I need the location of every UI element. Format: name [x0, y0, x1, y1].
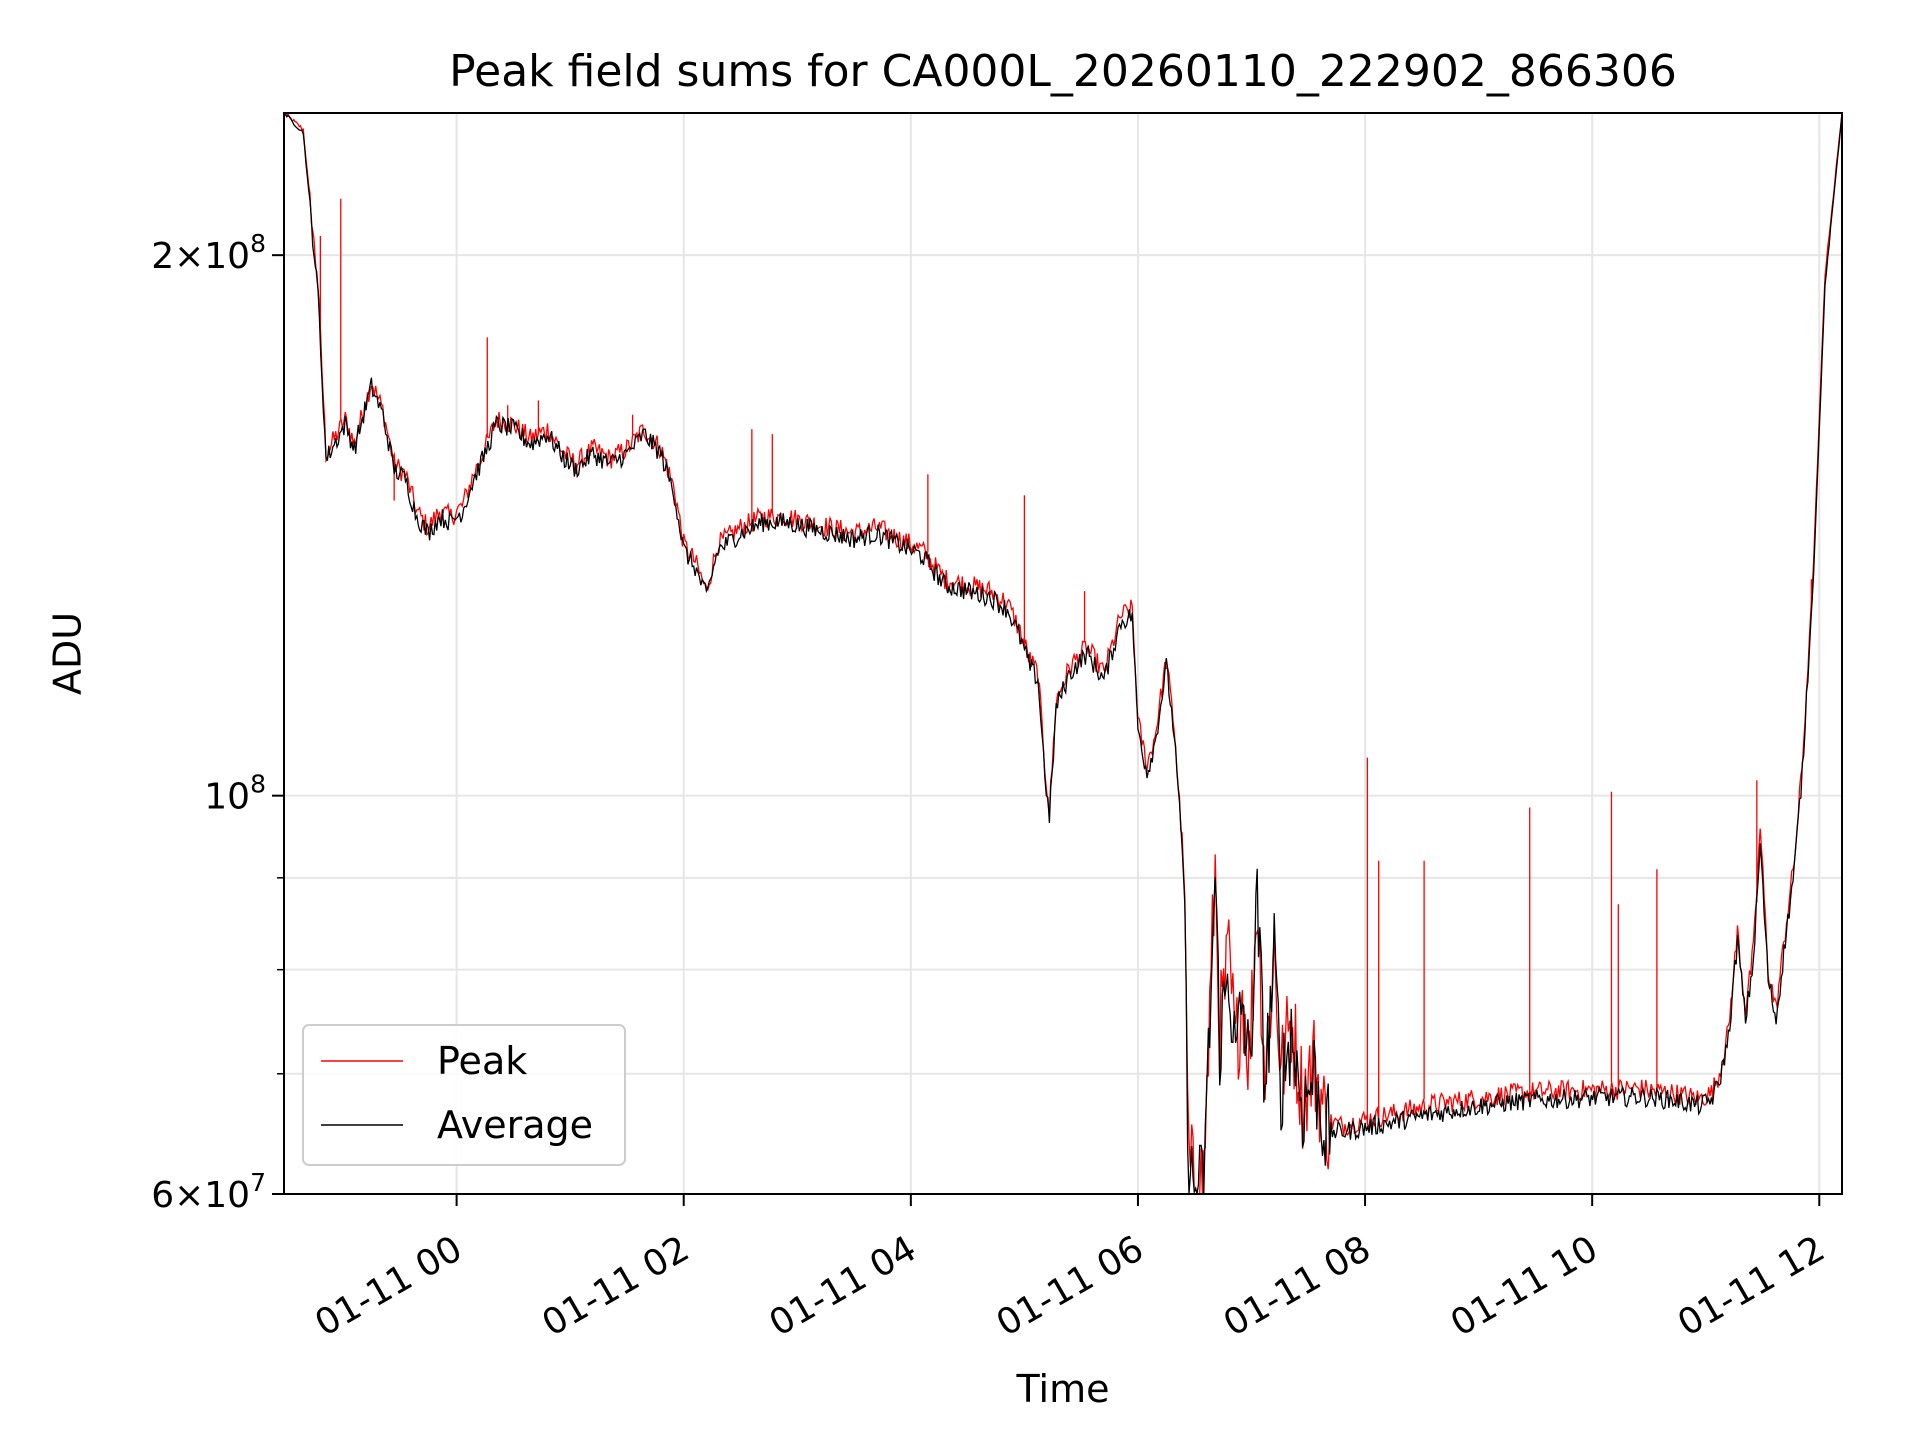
chart-title: Peak field sums for CA000L_20260110_2229…: [449, 46, 1677, 97]
y-axis-label: ADU: [46, 612, 90, 695]
series-layer: [283, 112, 1843, 1195]
series-average-line: [283, 112, 1843, 1195]
legend: Peak Average: [302, 1024, 626, 1166]
legend-box: [302, 1024, 626, 1166]
y-tick-label: 108: [204, 770, 266, 818]
x-axis-label: Time: [1016, 1367, 1110, 1411]
plot-frame: [283, 112, 1843, 1195]
y-tick-label: 2×108: [151, 229, 266, 277]
y-tick-label: 6×107: [151, 1168, 266, 1216]
legend-label-peak: Peak: [437, 1039, 527, 1083]
legend-label-average: Average: [437, 1103, 593, 1147]
